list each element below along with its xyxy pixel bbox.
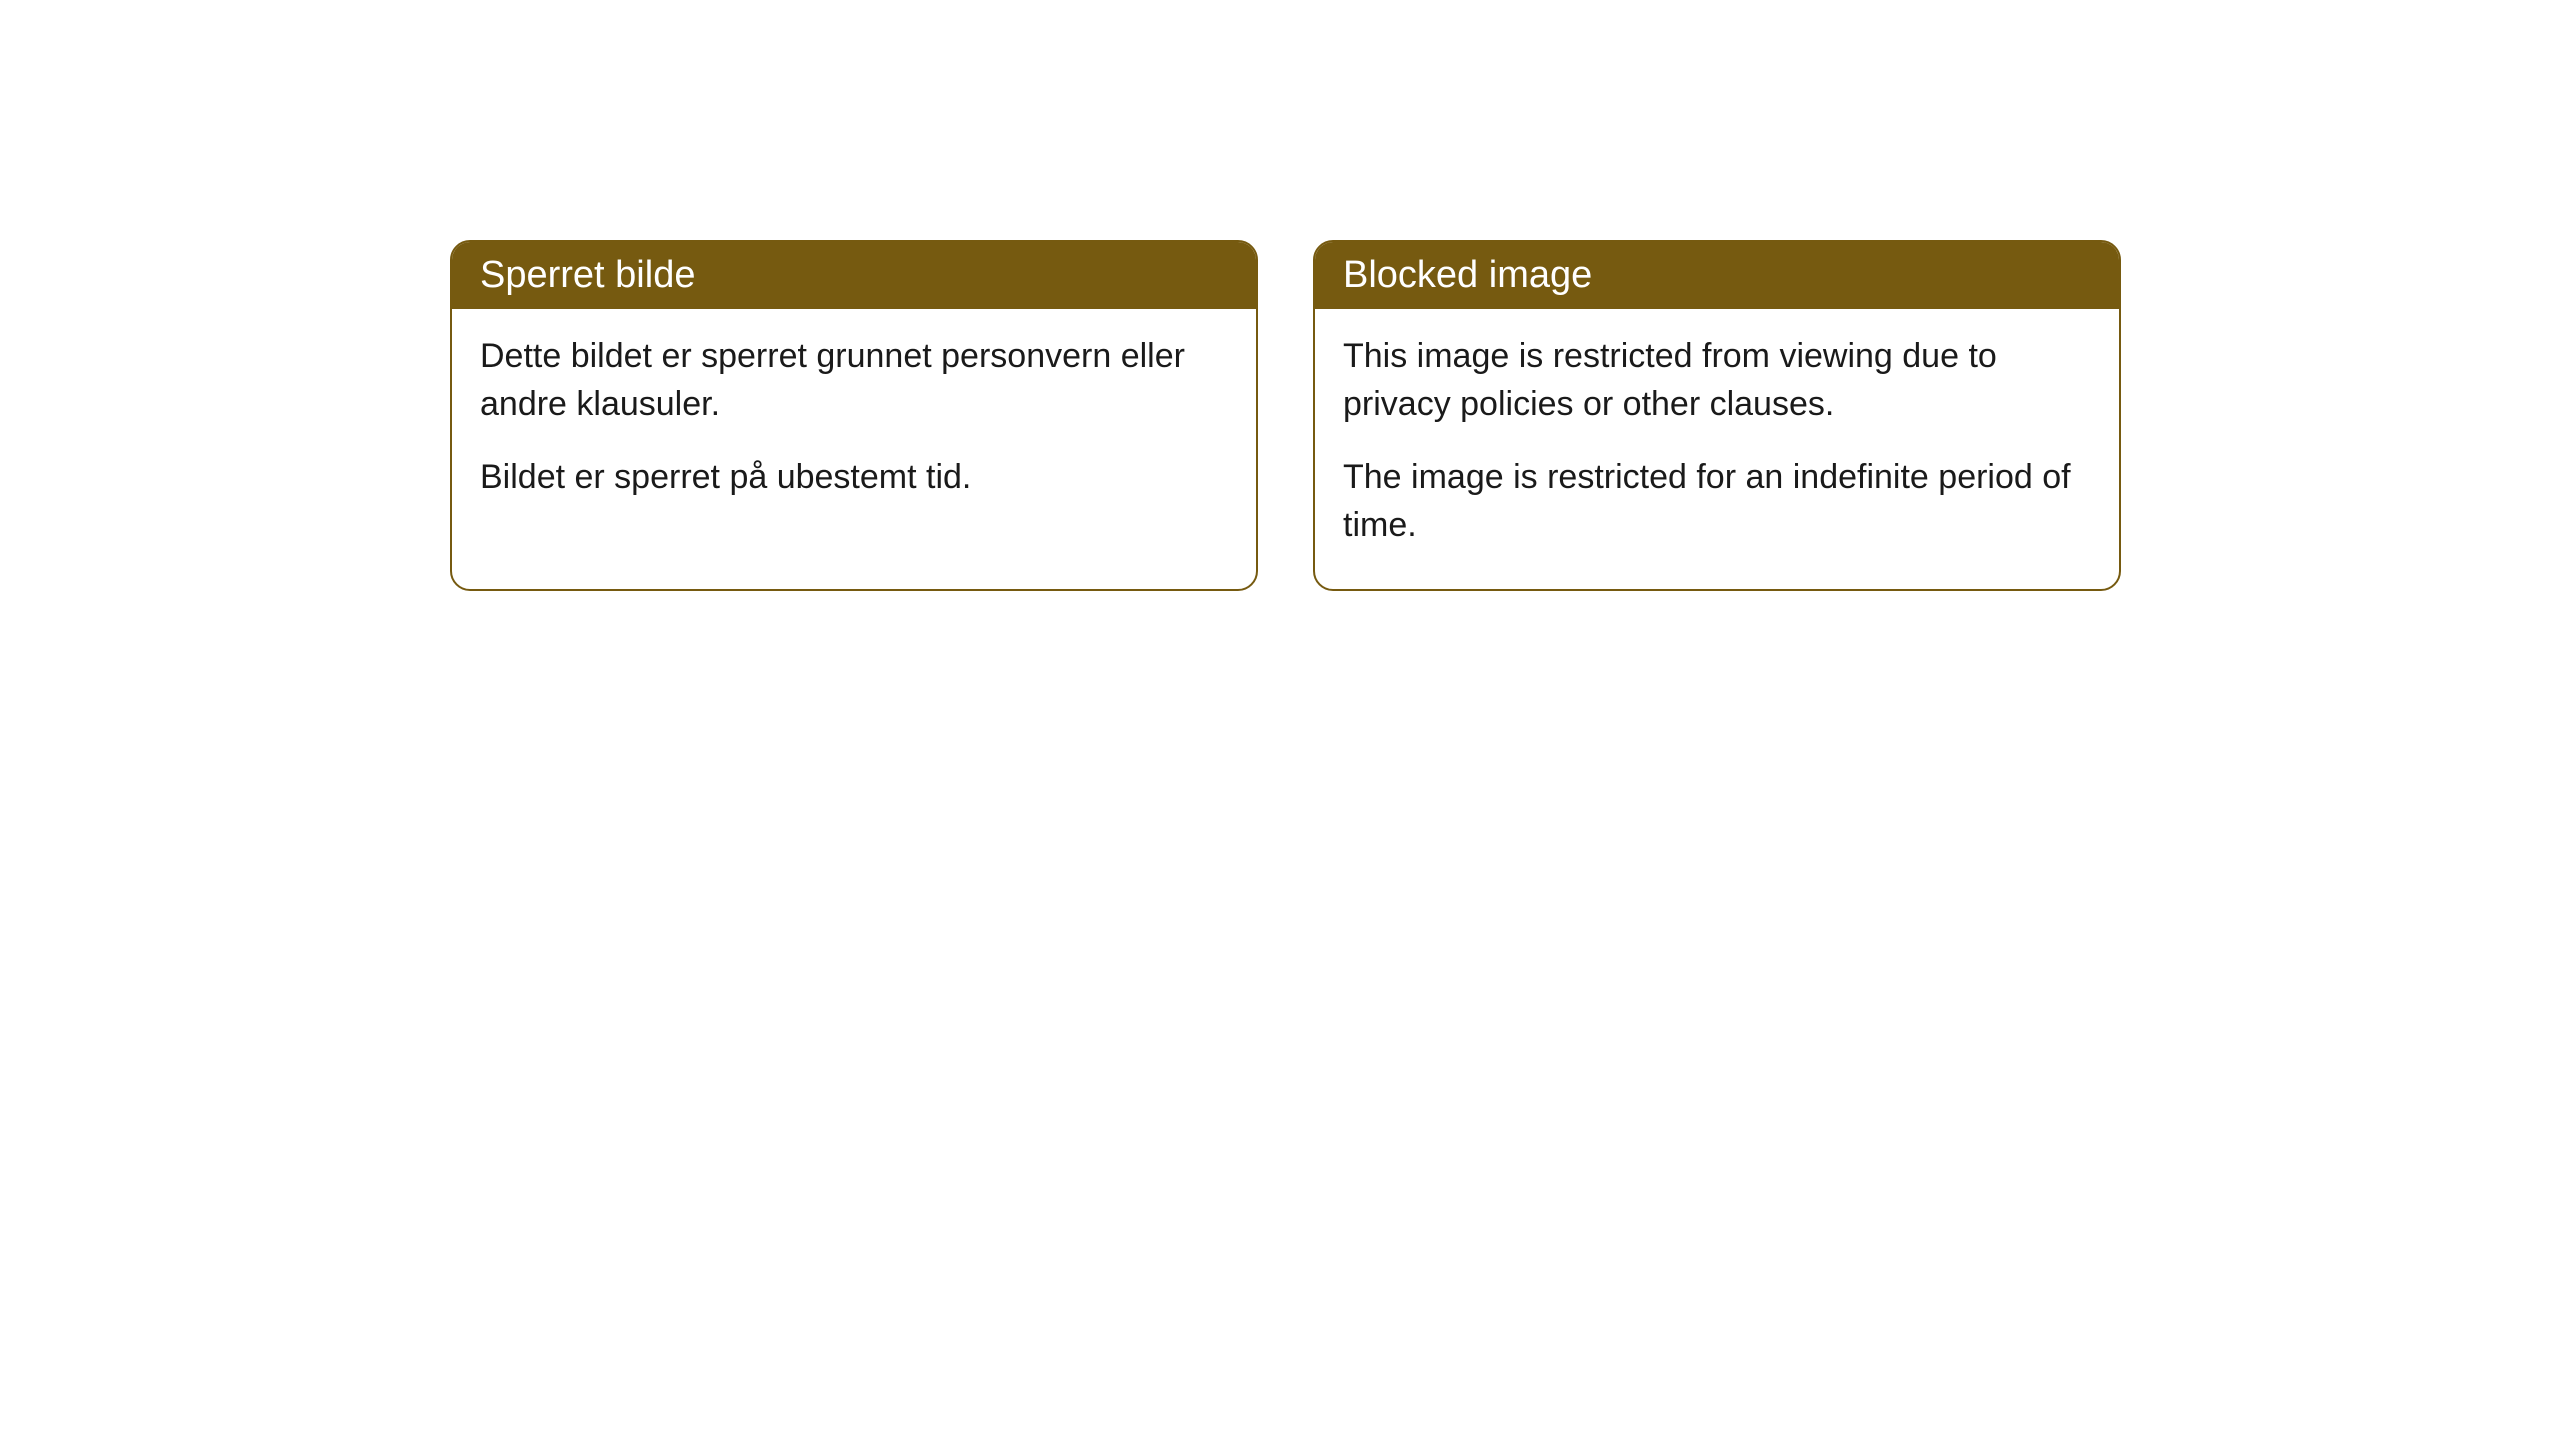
card-body-norwegian-paragraph-1: Dette bildet er sperret grunnet personve… xyxy=(480,333,1228,428)
card-body-english: This image is restricted from viewing du… xyxy=(1315,309,2119,589)
card-body-norwegian-paragraph-2: Bildet er sperret på ubestemt tid. xyxy=(480,454,1228,502)
card-body-norwegian: Dette bildet er sperret grunnet personve… xyxy=(452,309,1256,542)
card-title-english: Blocked image xyxy=(1315,242,2119,309)
card-title-norwegian: Sperret bilde xyxy=(452,242,1256,309)
notice-cards-container: Sperret bilde Dette bildet er sperret gr… xyxy=(450,240,2121,591)
blocked-image-card-english: Blocked image This image is restricted f… xyxy=(1313,240,2121,591)
blocked-image-card-norwegian: Sperret bilde Dette bildet er sperret gr… xyxy=(450,240,1258,591)
card-body-english-paragraph-1: This image is restricted from viewing du… xyxy=(1343,333,2091,428)
card-body-english-paragraph-2: The image is restricted for an indefinit… xyxy=(1343,454,2091,549)
